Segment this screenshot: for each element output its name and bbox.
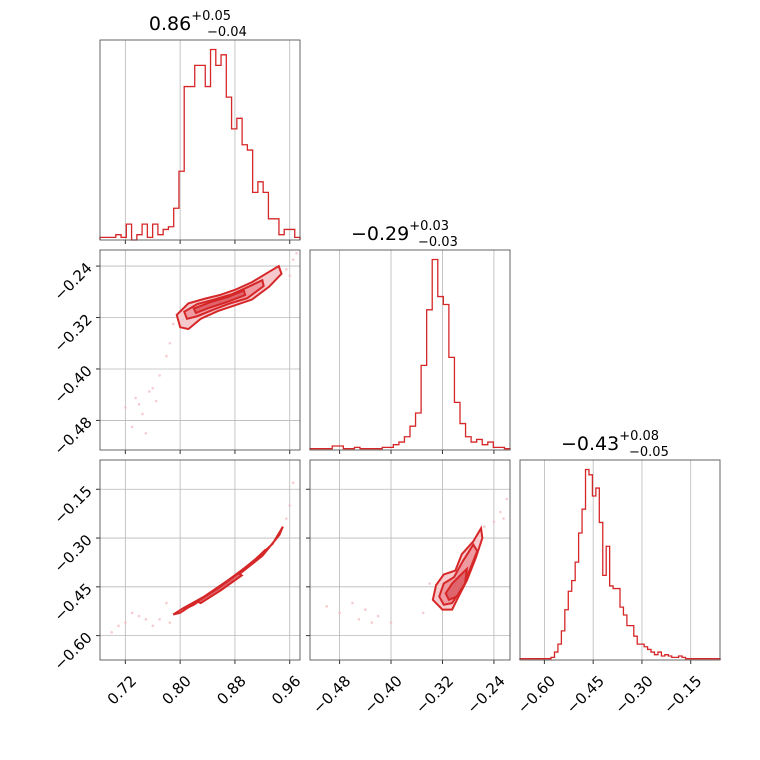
scatter-point-10 xyxy=(285,517,288,520)
y-tick-label-2-0: −0.60 xyxy=(50,629,95,674)
panel-frame xyxy=(309,249,511,451)
scatter-point-9 xyxy=(171,322,175,326)
scatter-point-4 xyxy=(151,386,155,390)
scatter-point-8 xyxy=(168,341,172,345)
x-tick-label-2-2: −0.30 xyxy=(611,672,656,717)
scatter-point-1 xyxy=(117,624,120,628)
panel-frame xyxy=(309,459,511,661)
scatter-point-17 xyxy=(137,403,141,406)
scatter-point-7 xyxy=(364,608,367,611)
title-param-2-minus: −0.05 xyxy=(629,445,669,460)
scatter-point-0 xyxy=(110,631,113,634)
x-tick-label-0-0: 0.72 xyxy=(104,672,140,708)
scatter-point-13 xyxy=(492,520,496,524)
scatter-point-19 xyxy=(134,396,137,400)
scatter-point-6 xyxy=(158,374,161,377)
scatter-point-7 xyxy=(168,621,172,624)
panel-frame xyxy=(99,459,301,661)
panel-2-2 xyxy=(519,459,721,664)
panel-frame xyxy=(519,459,721,661)
panel-frame xyxy=(99,249,301,451)
scatter-point-3 xyxy=(144,431,148,435)
panel-0-0 xyxy=(99,39,301,244)
panel-1-0 xyxy=(96,249,301,454)
x-tick-label-2-0: −0.60 xyxy=(514,672,559,717)
scatter-point-11 xyxy=(502,517,505,520)
panel-2-0 xyxy=(96,459,301,664)
scatter-point-7 xyxy=(165,354,168,358)
scatter-point-2 xyxy=(141,412,144,416)
scatter-point-18 xyxy=(148,390,151,393)
scatter-point-5 xyxy=(376,614,380,618)
title-param-1: −0.29+0.03 xyxy=(351,219,449,245)
scatter-point-9 xyxy=(288,504,292,507)
x-tick-label-0-1: 0.80 xyxy=(159,672,195,708)
scatter-point-1 xyxy=(338,611,341,615)
x-tick-label-0-3: 0.96 xyxy=(268,672,304,708)
scatter-point-8 xyxy=(291,481,295,485)
y-tick-label-1-0: −0.48 xyxy=(50,413,95,458)
contour-level-0 xyxy=(172,526,284,616)
scatter-point-10 xyxy=(499,510,502,514)
panel-1-1 xyxy=(309,249,511,454)
title-param-1-minus: −0.03 xyxy=(418,235,458,250)
scatter-point-9 xyxy=(428,582,431,585)
scatter-point-14 xyxy=(482,525,486,528)
scatter-point-16 xyxy=(288,274,292,278)
scatter-point-14 xyxy=(295,251,298,255)
scatter-point-3 xyxy=(357,618,361,621)
contour-level-2 xyxy=(195,571,244,605)
scatter-point-6 xyxy=(389,621,393,624)
scatter-point-12 xyxy=(285,267,288,271)
scatter-point-6 xyxy=(165,601,168,605)
histogram-param-0 xyxy=(99,48,301,241)
contour-level-2 xyxy=(444,566,469,602)
scatter-point-8 xyxy=(421,611,425,615)
x-tick-label-1-3: −0.24 xyxy=(463,672,508,717)
x-tick-label-0-2: 0.88 xyxy=(213,672,249,708)
x-tick-label-1-0: −0.48 xyxy=(309,672,354,717)
x-tick-label-1-1: −0.40 xyxy=(361,672,406,717)
scatter-point-12 xyxy=(151,624,155,628)
panel-frame xyxy=(99,39,301,241)
scatter-point-4 xyxy=(370,621,374,624)
contour-level-2 xyxy=(192,289,247,315)
x-tick-label-2-3: −0.15 xyxy=(660,672,705,717)
y-tick-label-1-1: −0.40 xyxy=(50,362,95,407)
histogram-param-2 xyxy=(519,468,721,660)
scatter-point-11 xyxy=(130,611,134,615)
scatter-point-0 xyxy=(325,605,329,608)
x-tick-label-2-1: −0.45 xyxy=(563,672,608,717)
scatter-point-2 xyxy=(124,621,127,624)
y-tick-label-2-2: −0.30 xyxy=(50,531,95,576)
scatter-point-13 xyxy=(291,258,295,261)
title-param-0-minus: −0.04 xyxy=(207,25,247,40)
x-tick-label-1-2: −0.32 xyxy=(412,672,457,717)
scatter-point-5 xyxy=(158,618,161,621)
panel-2-1 xyxy=(306,459,511,664)
scatter-point-4 xyxy=(144,618,148,621)
scatter-point-0 xyxy=(124,406,127,409)
y-tick-label-2-3: −0.15 xyxy=(50,482,95,527)
y-tick-label-1-3: −0.24 xyxy=(50,259,95,304)
y-tick-label-1-2: −0.32 xyxy=(50,310,95,355)
scatter-point-12 xyxy=(505,497,509,501)
y-tick-label-2-1: −0.45 xyxy=(50,580,95,625)
scatter-point-1 xyxy=(130,425,134,429)
title-param-2: −0.43+0.08 xyxy=(561,429,659,455)
scatter-point-2 xyxy=(351,601,354,605)
histogram-param-1 xyxy=(309,258,511,450)
scatter-point-3 xyxy=(137,614,141,618)
title-param-0: 0.86+0.05 xyxy=(149,9,231,35)
scatter-point-5 xyxy=(154,399,158,403)
